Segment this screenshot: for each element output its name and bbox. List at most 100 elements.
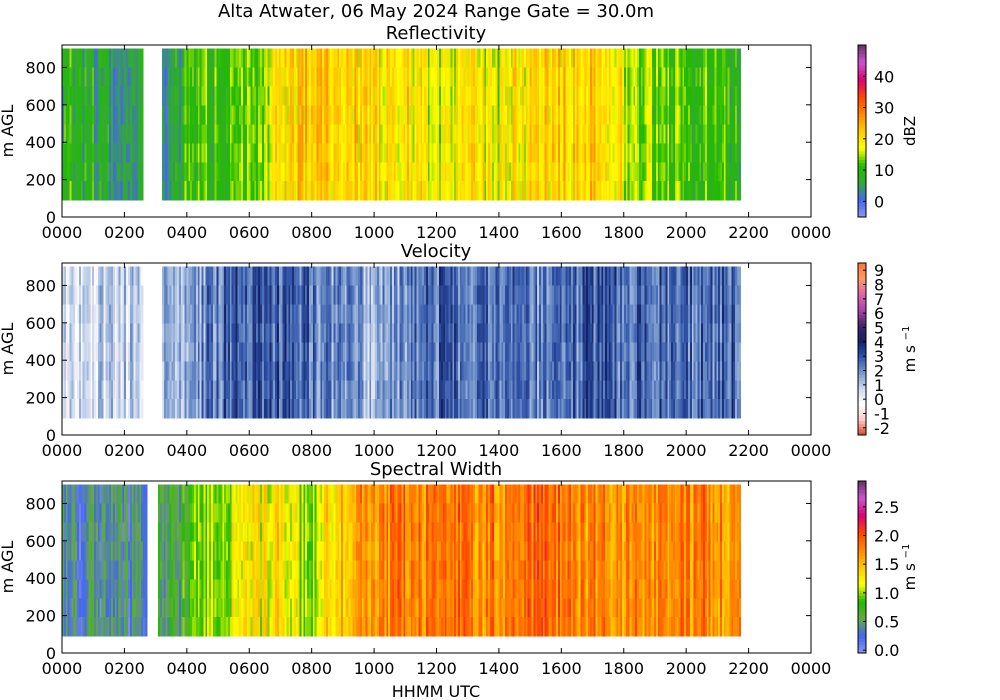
heatmap-cell xyxy=(737,86,740,107)
heatmap-cell xyxy=(648,181,651,201)
heatmap-cell xyxy=(73,86,76,107)
heatmap-cell xyxy=(576,86,580,107)
heatmap-cell xyxy=(259,67,263,88)
heatmap-cell xyxy=(365,162,368,182)
colorbar-segment xyxy=(858,156,866,161)
heatmap-cell xyxy=(446,67,449,88)
heatmap-cell xyxy=(644,48,647,69)
heatmap-cell xyxy=(94,162,97,182)
heatmap-cell xyxy=(452,266,455,287)
heatmap-cell xyxy=(161,266,165,287)
heatmap-cell xyxy=(90,67,93,88)
heatmap-cell xyxy=(122,342,125,362)
heatmap-cell xyxy=(659,143,662,163)
heatmap-cell xyxy=(697,48,700,69)
heatmap-cell xyxy=(90,105,93,125)
heatmap-cell xyxy=(63,323,67,343)
heatmap-cell xyxy=(77,304,80,325)
heatmap-cell xyxy=(408,361,412,381)
heatmap-cell xyxy=(99,48,102,69)
heatmap-cell xyxy=(71,342,74,362)
heatmap-cell xyxy=(267,361,270,381)
heatmap-cell xyxy=(127,266,131,287)
heatmap-cell xyxy=(405,285,408,306)
heatmap-cell xyxy=(314,181,317,201)
heatmap-cell xyxy=(629,48,632,69)
heatmap-cell xyxy=(388,380,391,400)
heatmap-cell xyxy=(380,361,383,381)
heatmap-cell xyxy=(439,285,442,306)
heatmap-cell xyxy=(282,86,285,107)
heatmap-cell xyxy=(486,380,489,400)
heatmap-cell xyxy=(77,105,80,125)
heatmap-cell xyxy=(73,285,76,306)
heatmap-cell xyxy=(454,342,457,362)
heatmap-cell xyxy=(631,105,634,125)
heatmap-cell xyxy=(407,162,410,182)
heatmap-cell xyxy=(565,124,568,144)
heatmap-cell xyxy=(486,399,489,419)
heatmap-cell xyxy=(408,285,412,306)
heatmap-cell xyxy=(548,304,551,325)
heatmap-cell xyxy=(399,105,402,125)
heatmap-cell xyxy=(88,67,91,88)
heatmap-cell xyxy=(344,86,348,107)
heatmap-cell xyxy=(216,48,219,69)
heatmap-cell xyxy=(267,105,270,125)
heatmap-cell xyxy=(239,266,242,287)
heatmap-cell xyxy=(684,48,687,69)
heatmap-cell xyxy=(420,67,423,88)
heatmap-cell xyxy=(556,304,559,325)
heatmap-cell xyxy=(506,86,510,107)
heatmap-cell xyxy=(350,181,353,201)
heatmap-cell xyxy=(463,266,466,287)
heatmap-cell xyxy=(561,399,564,419)
heatmap-cell xyxy=(301,124,304,144)
heatmap-cell xyxy=(250,285,253,306)
colorbar-segment xyxy=(858,211,866,215)
heatmap-cell xyxy=(393,380,397,400)
heatmap-cell xyxy=(625,67,629,88)
heatmap-cell xyxy=(603,48,606,69)
heatmap-cell xyxy=(301,380,304,400)
heatmap-cell xyxy=(171,105,174,125)
heatmap-cell xyxy=(218,86,221,107)
heatmap-cell xyxy=(582,86,585,107)
heatmap-cell xyxy=(182,86,185,107)
heatmap-cell xyxy=(616,143,619,163)
heatmap-cell xyxy=(331,323,334,343)
heatmap-cell xyxy=(376,124,380,144)
heatmap-cell xyxy=(286,266,289,287)
heatmap-cell xyxy=(435,143,438,163)
heatmap-cell xyxy=(574,124,578,144)
heatmap-cell xyxy=(391,105,395,125)
heatmap-cell xyxy=(523,181,527,201)
heatmap-cell xyxy=(506,67,510,88)
heatmap-cell xyxy=(263,323,267,343)
heatmap-cell xyxy=(459,285,463,306)
heatmap-cell xyxy=(693,67,696,88)
heatmap-cell xyxy=(282,143,285,163)
heatmap-cell xyxy=(276,67,280,88)
heatmap-cell xyxy=(63,380,67,400)
heatmap-cell xyxy=(397,285,400,306)
heatmap-cell xyxy=(625,124,629,144)
heatmap-cell xyxy=(227,380,231,400)
heatmap-cell xyxy=(646,181,649,201)
heatmap-cell xyxy=(216,67,219,88)
heatmap-cell xyxy=(67,86,70,107)
heatmap-cell xyxy=(126,86,129,107)
heatmap-cell xyxy=(621,86,625,107)
heatmap-cell xyxy=(437,399,440,419)
heatmap-cell xyxy=(282,67,285,88)
heatmap-cell xyxy=(122,143,125,163)
heatmap-cell xyxy=(254,361,257,381)
heatmap-cell xyxy=(303,285,306,306)
heatmap-cell xyxy=(397,266,400,287)
heatmap-cell xyxy=(129,67,133,88)
heatmap-cell xyxy=(278,285,282,306)
heatmap-cell xyxy=(344,361,348,381)
heatmap-cell xyxy=(454,67,457,88)
heatmap-cell xyxy=(429,304,432,325)
heatmap-cell xyxy=(116,285,119,306)
